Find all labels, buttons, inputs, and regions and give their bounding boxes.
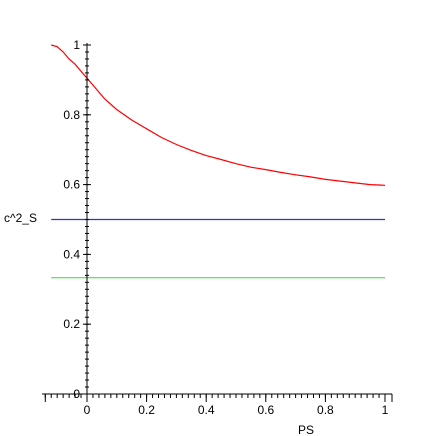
x-axis-label: PS [298, 423, 314, 436]
x-tick-label: 0.2 [138, 403, 155, 417]
y-tick-label: 1 [73, 38, 80, 52]
y-axis-label: c^2_S [4, 211, 37, 225]
ticks-layer: 0 0.2 0.4 0.6 0.8 1 0 0.2 0.4 0.6 0.8 1 [44, 38, 393, 417]
series-layer [51, 44, 386, 279]
y-tick-label: 0 [73, 387, 80, 401]
y-tick-label: 0.8 [63, 108, 80, 122]
x-tick-label: 0.4 [198, 403, 215, 417]
x-tick-label: 0.8 [317, 403, 334, 417]
axes-layer [42, 43, 392, 395]
y-tick-label: 0.6 [63, 178, 80, 192]
x-tick-label: 1 [382, 403, 389, 417]
x-tick-label: 0 [84, 403, 91, 417]
y-tick-label: 0.2 [63, 317, 80, 331]
y-tick-label: 0.4 [63, 247, 80, 261]
series-line-0 [51, 44, 386, 186]
x-tick-label: 0.6 [257, 403, 274, 417]
